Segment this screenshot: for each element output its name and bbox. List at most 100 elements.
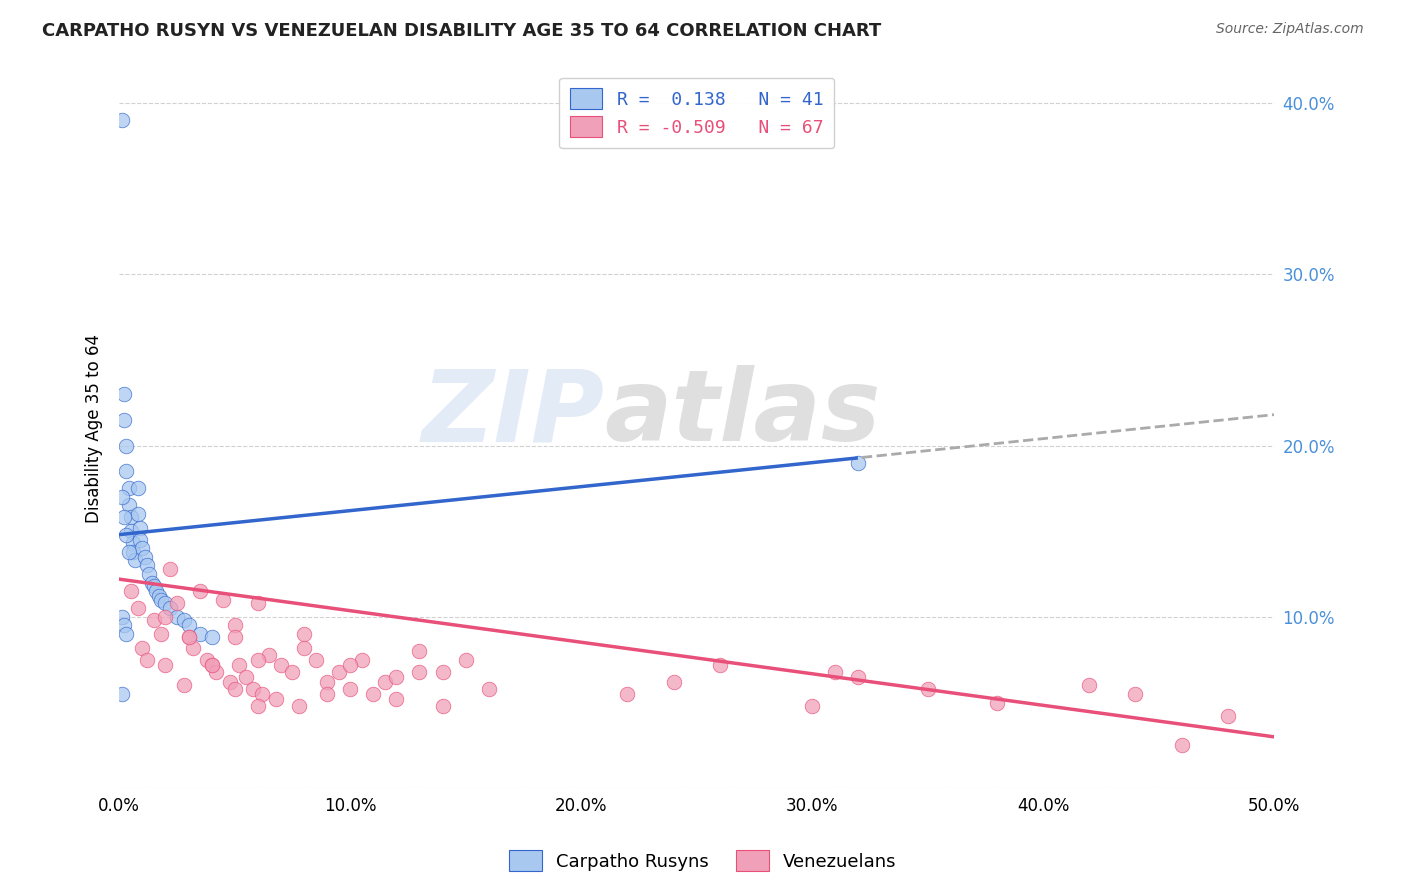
Point bbox=[117, 545, 139, 559]
Point bbox=[478, 681, 501, 696]
Point bbox=[986, 696, 1008, 710]
Point bbox=[1170, 739, 1192, 753]
Point bbox=[188, 627, 211, 641]
Text: Source: ZipAtlas.com: Source: ZipAtlas.com bbox=[1216, 22, 1364, 37]
Point bbox=[149, 592, 172, 607]
Point bbox=[195, 653, 218, 667]
Point bbox=[166, 596, 188, 610]
Point bbox=[134, 549, 156, 564]
Point bbox=[246, 596, 269, 610]
Point bbox=[120, 524, 142, 539]
Point bbox=[432, 698, 454, 713]
Point bbox=[219, 675, 242, 690]
Point bbox=[117, 499, 139, 513]
Point bbox=[1216, 709, 1239, 723]
Legend: Carpatho Rusyns, Venezuelans: Carpatho Rusyns, Venezuelans bbox=[502, 843, 904, 879]
Point bbox=[110, 610, 132, 624]
Point bbox=[127, 601, 149, 615]
Point bbox=[110, 112, 132, 127]
Point bbox=[917, 681, 939, 696]
Point bbox=[115, 627, 138, 641]
Point bbox=[224, 631, 246, 645]
Point bbox=[201, 631, 224, 645]
Point bbox=[120, 510, 142, 524]
Point bbox=[131, 541, 153, 556]
Point bbox=[224, 681, 246, 696]
Point bbox=[408, 665, 430, 679]
Point bbox=[122, 545, 145, 559]
Point bbox=[316, 675, 339, 690]
Point bbox=[242, 681, 264, 696]
Point bbox=[292, 627, 315, 641]
Point bbox=[616, 687, 638, 701]
Point bbox=[177, 631, 200, 645]
Point bbox=[173, 613, 195, 627]
Point bbox=[224, 618, 246, 632]
Text: atlas: atlas bbox=[605, 366, 880, 462]
Point bbox=[454, 653, 477, 667]
Point bbox=[1125, 687, 1147, 701]
Point bbox=[145, 584, 167, 599]
Point bbox=[155, 596, 177, 610]
Text: ZIP: ZIP bbox=[422, 366, 605, 462]
Point bbox=[212, 592, 235, 607]
Point bbox=[846, 456, 869, 470]
Point bbox=[181, 640, 204, 655]
Legend: R =  0.138   N = 41, R = -0.509   N = 67: R = 0.138 N = 41, R = -0.509 N = 67 bbox=[560, 78, 834, 148]
Point bbox=[259, 648, 281, 662]
Point bbox=[339, 681, 361, 696]
Text: CARPATHO RUSYN VS VENEZUELAN DISABILITY AGE 35 TO 64 CORRELATION CHART: CARPATHO RUSYN VS VENEZUELAN DISABILITY … bbox=[42, 22, 882, 40]
Point bbox=[350, 653, 373, 667]
Point bbox=[1078, 678, 1101, 692]
Point bbox=[288, 698, 311, 713]
Point bbox=[127, 507, 149, 521]
Point bbox=[159, 601, 181, 615]
Point bbox=[148, 590, 170, 604]
Point bbox=[205, 665, 228, 679]
Point bbox=[173, 678, 195, 692]
Point bbox=[339, 657, 361, 672]
Point bbox=[709, 657, 731, 672]
Point bbox=[112, 413, 135, 427]
Point bbox=[129, 533, 152, 547]
Point bbox=[824, 665, 846, 679]
Point bbox=[124, 553, 146, 567]
Point bbox=[304, 653, 326, 667]
Point bbox=[138, 567, 160, 582]
Point bbox=[110, 490, 132, 504]
Point bbox=[122, 536, 145, 550]
Point bbox=[131, 640, 153, 655]
Point bbox=[142, 579, 165, 593]
Point bbox=[228, 657, 250, 672]
Point bbox=[235, 670, 257, 684]
Point bbox=[136, 558, 159, 573]
Point bbox=[270, 657, 292, 672]
Point bbox=[266, 692, 288, 706]
Point bbox=[142, 613, 165, 627]
Point bbox=[408, 644, 430, 658]
Point bbox=[110, 687, 132, 701]
Point bbox=[385, 670, 408, 684]
Point bbox=[129, 521, 152, 535]
Point bbox=[115, 464, 138, 478]
Point bbox=[112, 510, 135, 524]
Point bbox=[316, 687, 339, 701]
Point bbox=[846, 670, 869, 684]
Point bbox=[177, 631, 200, 645]
Point bbox=[115, 527, 138, 541]
Point bbox=[112, 618, 135, 632]
Point bbox=[363, 687, 385, 701]
Point bbox=[136, 653, 159, 667]
Point bbox=[201, 657, 224, 672]
Point bbox=[112, 387, 135, 401]
Point bbox=[117, 481, 139, 495]
Point bbox=[149, 627, 172, 641]
Point bbox=[127, 481, 149, 495]
Point bbox=[188, 584, 211, 599]
Point bbox=[662, 675, 685, 690]
Point bbox=[155, 610, 177, 624]
Point bbox=[120, 584, 142, 599]
Point bbox=[246, 653, 269, 667]
Point bbox=[246, 698, 269, 713]
Point bbox=[374, 675, 396, 690]
